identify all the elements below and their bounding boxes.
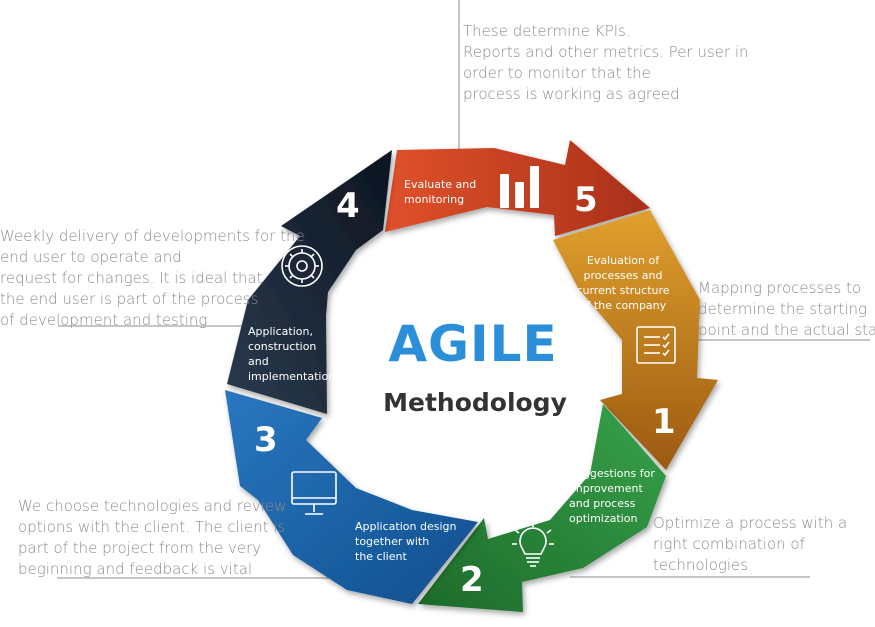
step3-note: We choose technologies and review options… [18,497,287,578]
step2-number: 2 [460,560,484,600]
bar-chart-icon [500,166,539,208]
segment-step3 [225,390,478,604]
step1-number: 1 [652,402,676,442]
segment-step4 [227,150,392,414]
agile-title: AGILE [388,315,558,373]
segment-step1 [553,210,718,470]
step3-number: 3 [254,420,278,460]
monitor-icon [291,471,337,515]
step2-label: Suggestions for improvement and process op… [569,467,655,525]
step5-number: 5 [574,180,598,220]
gear-icon [281,245,323,287]
step3-label: Application design together with the clie… [355,520,457,563]
step4-label: Application, construction and implementati… [248,325,336,383]
checklist-icon [636,326,676,364]
step1-note: Mapping processes to determine the starti… [698,279,875,339]
methodology-subtitle: Methodology [383,388,567,417]
step4-number: 4 [336,186,360,226]
step1-label: Evaluation of processes and current struc… [576,254,670,312]
step5-note: These determine KPIs. Reports and other m… [463,22,749,103]
step5-label: Evaluate and monitoring [404,178,477,206]
step4-note: Weekly delivery of developments for the e… [0,227,305,329]
step2-note: Optimize a process with a right combinati… [653,514,848,574]
segment-step2 [418,404,666,612]
lightbulb-icon [512,522,554,567]
